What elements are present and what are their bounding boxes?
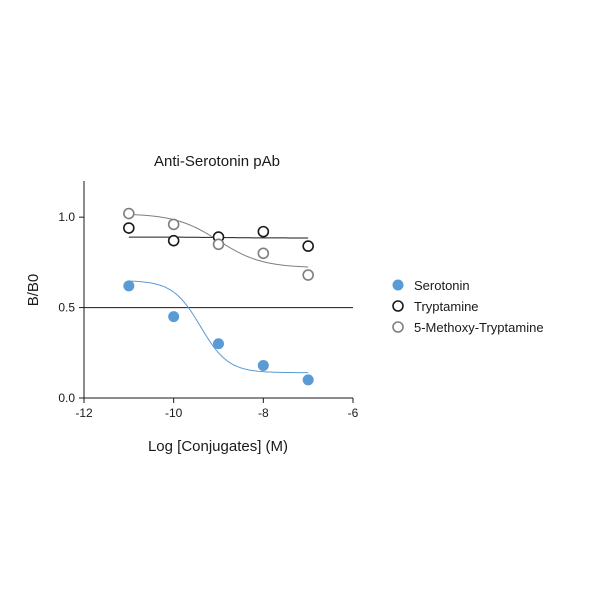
plot-area: 0.0 0.5 1.0 -12 -10 -8 -6 [58, 181, 359, 420]
legend-label: 5-Methoxy-Tryptamine [414, 320, 544, 335]
x-tick-label: -8 [258, 406, 269, 420]
fit-curve [128, 280, 309, 374]
x-tick-label: -6 [348, 406, 359, 420]
data-point [257, 247, 270, 260]
legend-marker [392, 321, 404, 333]
y-axis-label: B/B0 [25, 274, 42, 307]
data-point [213, 338, 224, 350]
data-point [168, 311, 180, 323]
data-point [123, 280, 135, 292]
y-axis-ticks: 0.0 0.5 1.0 [58, 210, 84, 405]
legend-marker [392, 300, 404, 312]
data-point [167, 218, 180, 231]
data-point [167, 234, 180, 247]
data-point [302, 269, 314, 281]
data-point [302, 374, 314, 386]
x-tick-label: -10 [165, 406, 183, 420]
y-tick-label: 0.0 [58, 391, 75, 405]
data-point [257, 359, 269, 371]
y-tick-label: 1.0 [58, 210, 75, 224]
data-point [123, 222, 135, 234]
data-point [123, 207, 135, 220]
legend-marker [392, 279, 404, 291]
x-axis-ticks: -12 -10 -8 -6 [75, 398, 359, 420]
data-point [257, 225, 270, 238]
legend-label: Tryptamine [414, 299, 479, 314]
data-point [302, 240, 314, 252]
y-tick-label: 0.5 [58, 301, 75, 315]
x-axis-label: Log [Conjugates] (M) [148, 438, 288, 455]
legend: Serotonin Tryptamine 5-Methoxy-Tryptamine [392, 278, 544, 335]
x-tick-label: -12 [75, 406, 93, 420]
chart-title: Anti-Serotonin pAb [154, 153, 280, 170]
legend-label: Serotonin [414, 278, 470, 293]
data-point [212, 238, 225, 251]
data-points [123, 207, 314, 386]
